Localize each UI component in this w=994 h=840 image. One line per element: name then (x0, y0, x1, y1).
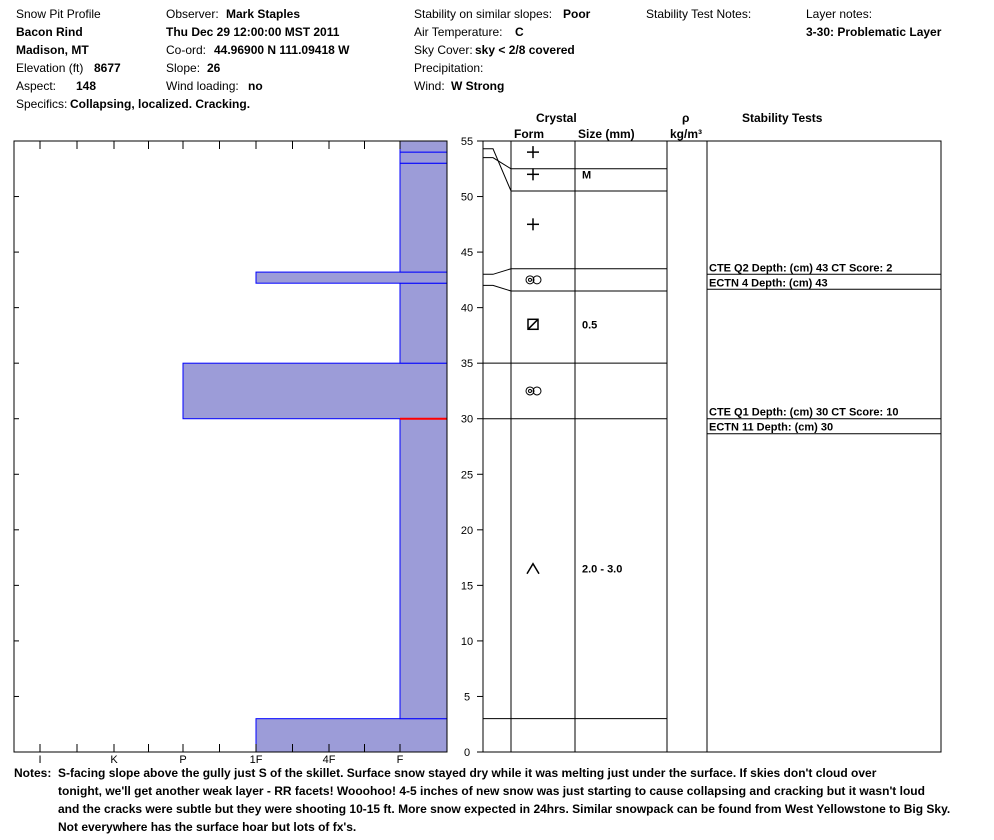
layer-connector (483, 284, 512, 292)
aspect-value: 148 (76, 79, 97, 93)
hardness-bar-5 (399, 162, 448, 273)
notes-line-3: and the cracks were subtle but they were… (58, 802, 951, 816)
crystal-size-label: M (582, 169, 591, 181)
hardness-axis: I K P 1F 4F F (38, 141, 404, 766)
slope-value: 26 (207, 61, 221, 75)
air-temp-label: Air Temperature: (414, 25, 503, 39)
wind-loading-label: Wind loading: (166, 79, 239, 93)
elevation-value: 8677 (94, 61, 121, 75)
depth-hoar-icon (526, 562, 540, 575)
crystal-table: 2.0 - 3.0 0.5 M (483, 146, 667, 720)
stability-test-result: CTE Q2 Depth: (cm) 43 CT Score: 2 (709, 262, 892, 274)
rounded-grains-icon (525, 386, 535, 396)
crystal-size-label: 2.0 - 3.0 (582, 564, 622, 576)
layer-connector (483, 157, 512, 170)
stability-test-result: ECTN 4 Depth: (cm) 43 (709, 277, 828, 289)
wind-label: Wind: (414, 79, 445, 93)
rounded-grains-icon (532, 386, 542, 396)
depth-tick-label: 5 (464, 691, 470, 703)
elevation-label: Elevation (ft) (16, 61, 84, 75)
depth-tick-label: 50 (461, 192, 473, 204)
depth-tick-label: 20 (461, 525, 473, 537)
density-unit: kg/m³ (670, 127, 703, 141)
layer-connector (483, 148, 512, 192)
hardness-tick-label: F (397, 754, 404, 766)
wind-loading-value: no (248, 79, 263, 93)
hardness-frame (13, 140, 448, 753)
faceted-crystal-icon (527, 318, 539, 331)
slope-label: Slope: (166, 61, 201, 75)
region-name: Madison, MT (16, 43, 89, 57)
notes-line-4: Not everywhere has the surface hoar but … (58, 820, 357, 834)
depth-tick-label: 15 (461, 580, 473, 592)
hardness-bar-1 (399, 418, 448, 720)
depth-tick-label: 10 (461, 636, 473, 648)
notes-section: Notes: S-facing slope above the gully ju… (14, 764, 984, 836)
hardness-bar-4 (255, 271, 448, 284)
observer-value: Mark Staples (226, 7, 301, 21)
observer-label: Observer: (166, 7, 219, 21)
coord-value: 44.96900 N 111.09418 W (214, 43, 350, 57)
density-symbol: ρ (682, 111, 690, 125)
form-header: Form (514, 127, 544, 141)
hardness-tick-label: P (179, 754, 186, 766)
hardness-profile (182, 140, 448, 753)
depth-tick-label: 25 (461, 469, 473, 481)
depth-tick-label: 35 (461, 358, 473, 370)
sky-cover-value: sky < 2/8 covered (475, 43, 575, 57)
stability-test-notes-label: Stability Test Notes: (646, 7, 752, 21)
crystal-header: Crystal (536, 111, 577, 125)
hardness-tick-label: K (110, 754, 118, 766)
notes-line-1: S-facing slope above the gully just S of… (58, 766, 877, 780)
depth-tick-label: 40 (461, 303, 473, 315)
size-header: Size (mm) (578, 127, 635, 141)
stability-value: Poor (563, 7, 591, 21)
rounded-grains-icon (532, 275, 542, 285)
layer-notes-value: 3-30: Problematic Layer (806, 25, 942, 39)
notes-label: Notes: (14, 766, 52, 780)
crystal-size-label: 0.5 (582, 319, 597, 331)
depth-tick-label: 30 (461, 414, 473, 426)
layer-notes-label: Layer notes: (806, 7, 873, 21)
rounded-grains-icon (525, 275, 535, 285)
depth-tick-label: 55 (461, 136, 473, 148)
stability-tests-header: Stability Tests (742, 111, 823, 125)
hardness-tick-label: 1F (250, 754, 263, 766)
air-temp-value: C (515, 25, 524, 39)
depth-axis: 0 5 10 15 20 25 30 35 40 45 50 55 (14, 136, 483, 759)
depth-tick-label: 0 (464, 747, 470, 759)
rounded-grains-icon (528, 277, 532, 282)
precipitation-label: Precipitation: (414, 61, 484, 75)
hardness-tick-label: I (38, 754, 41, 766)
specifics-label: Specifics: (16, 97, 68, 111)
hardness-bar-7 (399, 140, 448, 153)
sky-cover-label: Sky Cover: (414, 43, 473, 57)
chart-frames (13, 140, 942, 753)
wind-value: W Strong (451, 79, 505, 93)
hardness-bar-6 (399, 151, 448, 164)
stability-test-result: CTE Q1 Depth: (cm) 30 CT Score: 10 (709, 407, 899, 419)
coord-label: Co-ord: (166, 43, 207, 57)
hardness-bar-0 (255, 718, 448, 753)
notes-line-2: tonight, we'll get another weak layer - … (58, 784, 925, 798)
depth-tick-label: 45 (461, 247, 473, 259)
location-name: Bacon Rind (16, 25, 83, 39)
stability-tests-table: CTE Q2 Depth: (cm) 43 CT Score: 2 ECTN 4 … (707, 262, 941, 435)
hardness-bar-3 (399, 282, 448, 364)
hardness-tick-label: 4F (323, 754, 336, 766)
faceted-crystal-icon (527, 318, 539, 330)
date-time: Thu Dec 29 12:00:00 MST 2011 (166, 25, 340, 39)
aspect-label: Aspect: (16, 79, 57, 93)
stability-label: Stability on similar slopes: (414, 7, 553, 21)
layer-connector (483, 268, 512, 275)
specifics-value: Collapsing, localized. Cracking. (70, 97, 251, 111)
rounded-grains-icon (528, 388, 532, 393)
table-frame (482, 140, 942, 753)
page-title: Snow Pit Profile (16, 7, 101, 21)
stability-test-result: ECTN 11 Depth: (cm) 30 (709, 422, 833, 434)
hardness-bar-2 (182, 362, 448, 420)
